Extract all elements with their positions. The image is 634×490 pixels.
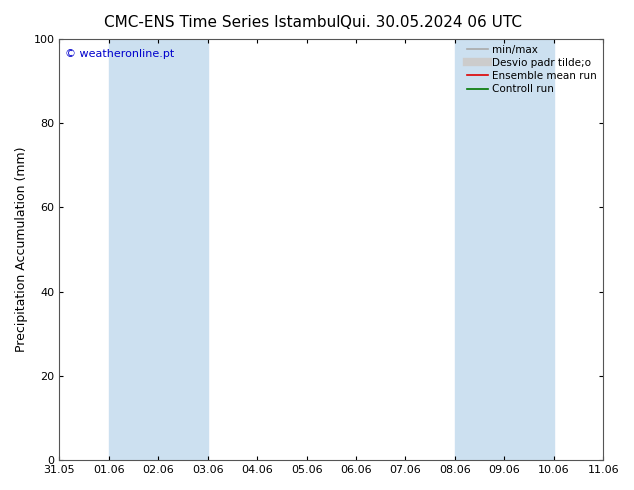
Text: Qui. 30.05.2024 06 UTC: Qui. 30.05.2024 06 UTC: [340, 15, 522, 30]
Text: © weatheronline.pt: © weatheronline.pt: [65, 49, 174, 59]
Y-axis label: Precipitation Accumulation (mm): Precipitation Accumulation (mm): [15, 147, 28, 352]
Text: CMC-ENS Time Series Istambul: CMC-ENS Time Series Istambul: [103, 15, 340, 30]
Bar: [455, 39, 553, 460]
Legend: min/max, Desvio padr tilde;o, Ensemble mean run, Controll run: min/max, Desvio padr tilde;o, Ensemble m…: [463, 41, 601, 98]
Bar: [109, 39, 208, 460]
